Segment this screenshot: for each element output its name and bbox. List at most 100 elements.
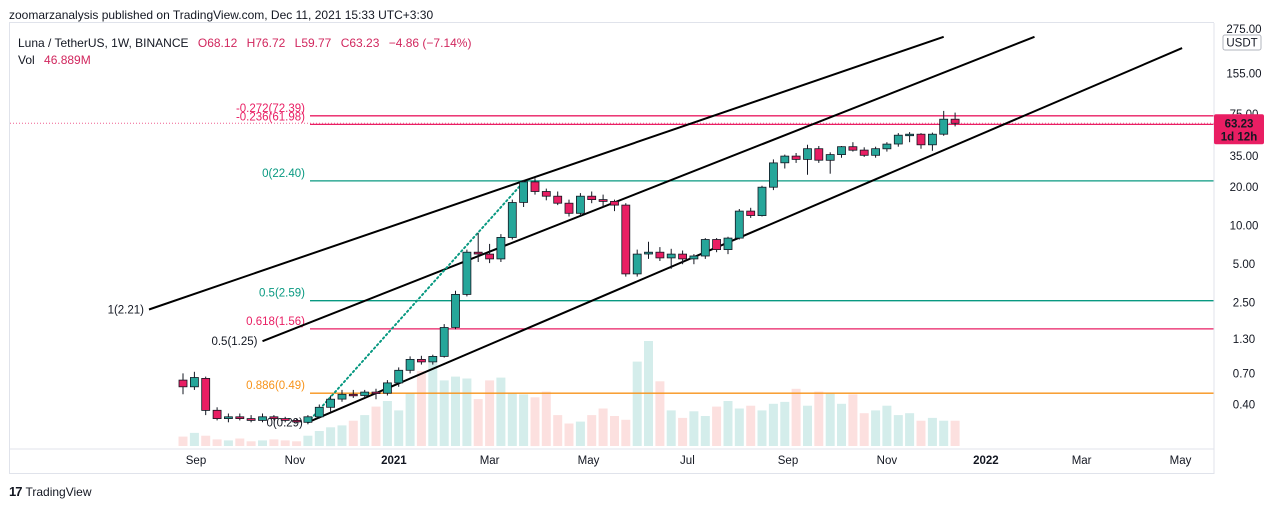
chart-frame <box>9 22 1214 474</box>
candle-body <box>893 134 903 145</box>
candle-body <box>780 155 790 164</box>
high-value: H76.72 <box>246 36 286 50</box>
candle <box>632 249 642 277</box>
close-value: C63.23 <box>340 36 380 50</box>
volume-bar <box>439 380 449 446</box>
candle <box>292 418 302 423</box>
candle-body <box>416 358 426 363</box>
tradingview-logo[interactable]: 17 TradingView <box>9 484 92 499</box>
volume-label[interactable]: Vol <box>18 53 35 67</box>
time-tick-label: 2022 <box>973 455 999 467</box>
candle-body <box>871 148 880 156</box>
volume-bar <box>394 410 404 446</box>
candle <box>439 324 449 358</box>
candle <box>462 249 472 297</box>
candle <box>428 354 438 365</box>
candle <box>416 355 426 365</box>
fib-level-label: -0.272(72.39) <box>236 103 305 115</box>
candle-body <box>723 237 733 251</box>
volume-bar <box>564 423 574 446</box>
volume-bar <box>553 415 563 446</box>
candle-body <box>178 379 188 388</box>
candle <box>723 236 733 255</box>
price-tick-label: 0.70 <box>1233 368 1255 380</box>
candle <box>700 238 710 259</box>
volume-bar <box>587 415 597 446</box>
volume-bar <box>916 420 926 446</box>
candle-body <box>837 146 846 155</box>
candle-body <box>859 149 869 156</box>
candle-body <box>564 202 574 214</box>
candle-body <box>587 195 597 200</box>
volume-bar <box>416 371 426 446</box>
candle <box>576 193 585 216</box>
channel-line <box>148 35 945 311</box>
candle-body <box>632 253 642 275</box>
candle-body <box>258 416 267 421</box>
candle <box>201 376 211 416</box>
candle <box>326 395 336 412</box>
symbol-name[interactable]: Luna / TetherUS, 1W, BINANCE <box>18 36 189 50</box>
time-tick-label: Mar <box>1072 455 1092 467</box>
volume-bar <box>598 408 608 446</box>
volume-bar <box>939 420 949 446</box>
volume-bar <box>519 394 529 446</box>
dotted-trend-line <box>306 180 525 424</box>
candle-body <box>757 186 767 216</box>
volume-bar <box>223 440 233 446</box>
candle <box>212 407 222 421</box>
volume-bar <box>905 413 915 446</box>
channel-label: 1(2.21) <box>108 305 145 317</box>
candle <box>519 179 528 207</box>
volume-bar <box>428 362 438 446</box>
time-tick-label: Sep <box>186 455 206 467</box>
volume-bar <box>723 401 733 446</box>
volume-bar <box>871 410 881 446</box>
tradingview-name: TradingView <box>25 484 92 499</box>
volume-bar <box>485 380 495 446</box>
volume-bar <box>360 415 370 446</box>
candle <box>360 389 370 398</box>
volume-bar <box>371 406 381 446</box>
candle <box>348 389 358 398</box>
price-tick-label: 1.30 <box>1233 334 1255 346</box>
candle <box>837 146 846 158</box>
candle <box>666 248 676 269</box>
candle-body <box>791 155 801 160</box>
fib-level-label: 0(22.40) <box>262 168 305 180</box>
candle <box>712 238 721 253</box>
volume-bar <box>610 416 619 446</box>
low-value: L59.77 <box>294 36 332 50</box>
candle-body <box>189 377 199 388</box>
candle-body <box>326 398 336 408</box>
candle <box>621 203 631 277</box>
candle-body <box>610 200 619 206</box>
time-axis[interactable]: Sep Nov 2021 Mar May Jul Sep Nov 2022 Mar May <box>10 448 1214 467</box>
time-tick-label: Sep <box>778 455 798 467</box>
price-axis[interactable]: 275.00155.0075.0035.0020.0010.005.002.50… <box>1213 23 1264 474</box>
candle-body <box>496 236 506 260</box>
volume-bar <box>893 415 903 446</box>
volume-bar <box>848 394 858 446</box>
volume-bar <box>791 388 801 446</box>
time-tick-label: Jul <box>680 455 695 467</box>
candle-body <box>314 406 324 418</box>
candle <box>644 241 653 259</box>
candle <box>803 144 812 175</box>
candle-body <box>576 195 585 214</box>
volume-bar <box>246 441 256 446</box>
candle-body <box>462 251 472 295</box>
candle-body <box>394 369 404 384</box>
candle-body <box>519 181 528 203</box>
candle <box>598 194 608 207</box>
candle-body <box>905 133 914 137</box>
candle-body <box>553 195 563 204</box>
candle <box>859 147 869 157</box>
open-value: O68.12 <box>197 36 238 50</box>
candle-body <box>621 204 631 275</box>
candle-body <box>746 210 756 216</box>
time-tick-label: May <box>578 455 600 467</box>
candle <box>746 207 756 218</box>
volume-bar <box>780 401 790 446</box>
